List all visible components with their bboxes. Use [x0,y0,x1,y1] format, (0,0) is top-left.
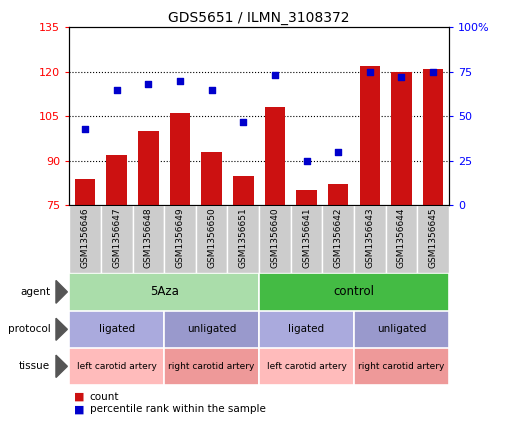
Bar [69,205,101,273]
Point [302,157,310,164]
Text: protocol: protocol [8,324,50,334]
Text: right carotid artery: right carotid artery [358,362,445,371]
Text: ■: ■ [74,404,85,415]
Point [239,118,247,125]
Point [176,77,184,84]
Bar [69,348,164,385]
Bar [106,155,127,205]
Bar [164,348,259,385]
Bar [69,311,164,348]
Text: count: count [90,392,120,402]
Text: GSM1356642: GSM1356642 [333,207,343,268]
Text: unligated: unligated [187,324,236,334]
Text: GSM1356640: GSM1356640 [270,207,280,268]
Text: GSM1356645: GSM1356645 [428,207,438,268]
Point [366,69,374,75]
Text: left carotid artery: left carotid artery [267,362,346,371]
Bar [233,176,253,205]
Bar [75,179,95,205]
Text: GSM1356650: GSM1356650 [207,207,216,268]
Bar [259,348,354,385]
Bar [328,184,348,205]
Text: GSM1356649: GSM1356649 [175,207,185,268]
Point [113,86,121,93]
Bar [164,205,196,273]
Bar [164,311,259,348]
Bar [423,69,443,205]
Bar [386,205,417,273]
Text: GSM1356646: GSM1356646 [81,207,90,268]
Text: agent: agent [20,287,50,297]
Bar [265,107,285,205]
Text: ligated: ligated [98,324,135,334]
Bar [259,311,354,348]
Text: GSM1356641: GSM1356641 [302,207,311,268]
Bar [296,190,317,205]
Bar [259,205,291,273]
Text: GSM1356651: GSM1356651 [239,207,248,268]
Bar [227,205,259,273]
Bar [354,205,386,273]
Point [429,69,437,75]
Bar [132,205,164,273]
Polygon shape [56,355,67,377]
Text: GSM1356648: GSM1356648 [144,207,153,268]
Bar [391,72,412,205]
Bar [170,113,190,205]
Bar [322,205,354,273]
Bar [259,273,449,311]
Point [144,81,152,88]
Title: GDS5651 / ILMN_3108372: GDS5651 / ILMN_3108372 [168,11,350,25]
Text: left carotid artery: left carotid artery [77,362,156,371]
Bar [138,131,159,205]
Point [334,148,342,155]
Bar [196,205,227,273]
Text: unligated: unligated [377,324,426,334]
Point [397,74,405,81]
Bar [101,205,132,273]
Text: control: control [333,286,374,298]
Text: ■: ■ [74,392,85,402]
Point [271,72,279,79]
Bar [417,205,449,273]
Text: GSM1356644: GSM1356644 [397,207,406,268]
Bar [354,348,449,385]
Bar [354,311,449,348]
Bar [291,205,322,273]
Point [81,125,89,132]
Bar [360,66,380,205]
Text: GSM1356647: GSM1356647 [112,207,121,268]
Text: right carotid artery: right carotid artery [168,362,255,371]
Text: 5Aza: 5Aza [150,286,179,298]
Polygon shape [56,280,67,303]
Text: ligated: ligated [288,324,325,334]
Bar [69,273,259,311]
Text: tissue: tissue [19,361,50,371]
Text: percentile rank within the sample: percentile rank within the sample [90,404,266,415]
Polygon shape [56,318,67,341]
Point [207,86,215,93]
Text: GSM1356643: GSM1356643 [365,207,374,268]
Bar [201,152,222,205]
